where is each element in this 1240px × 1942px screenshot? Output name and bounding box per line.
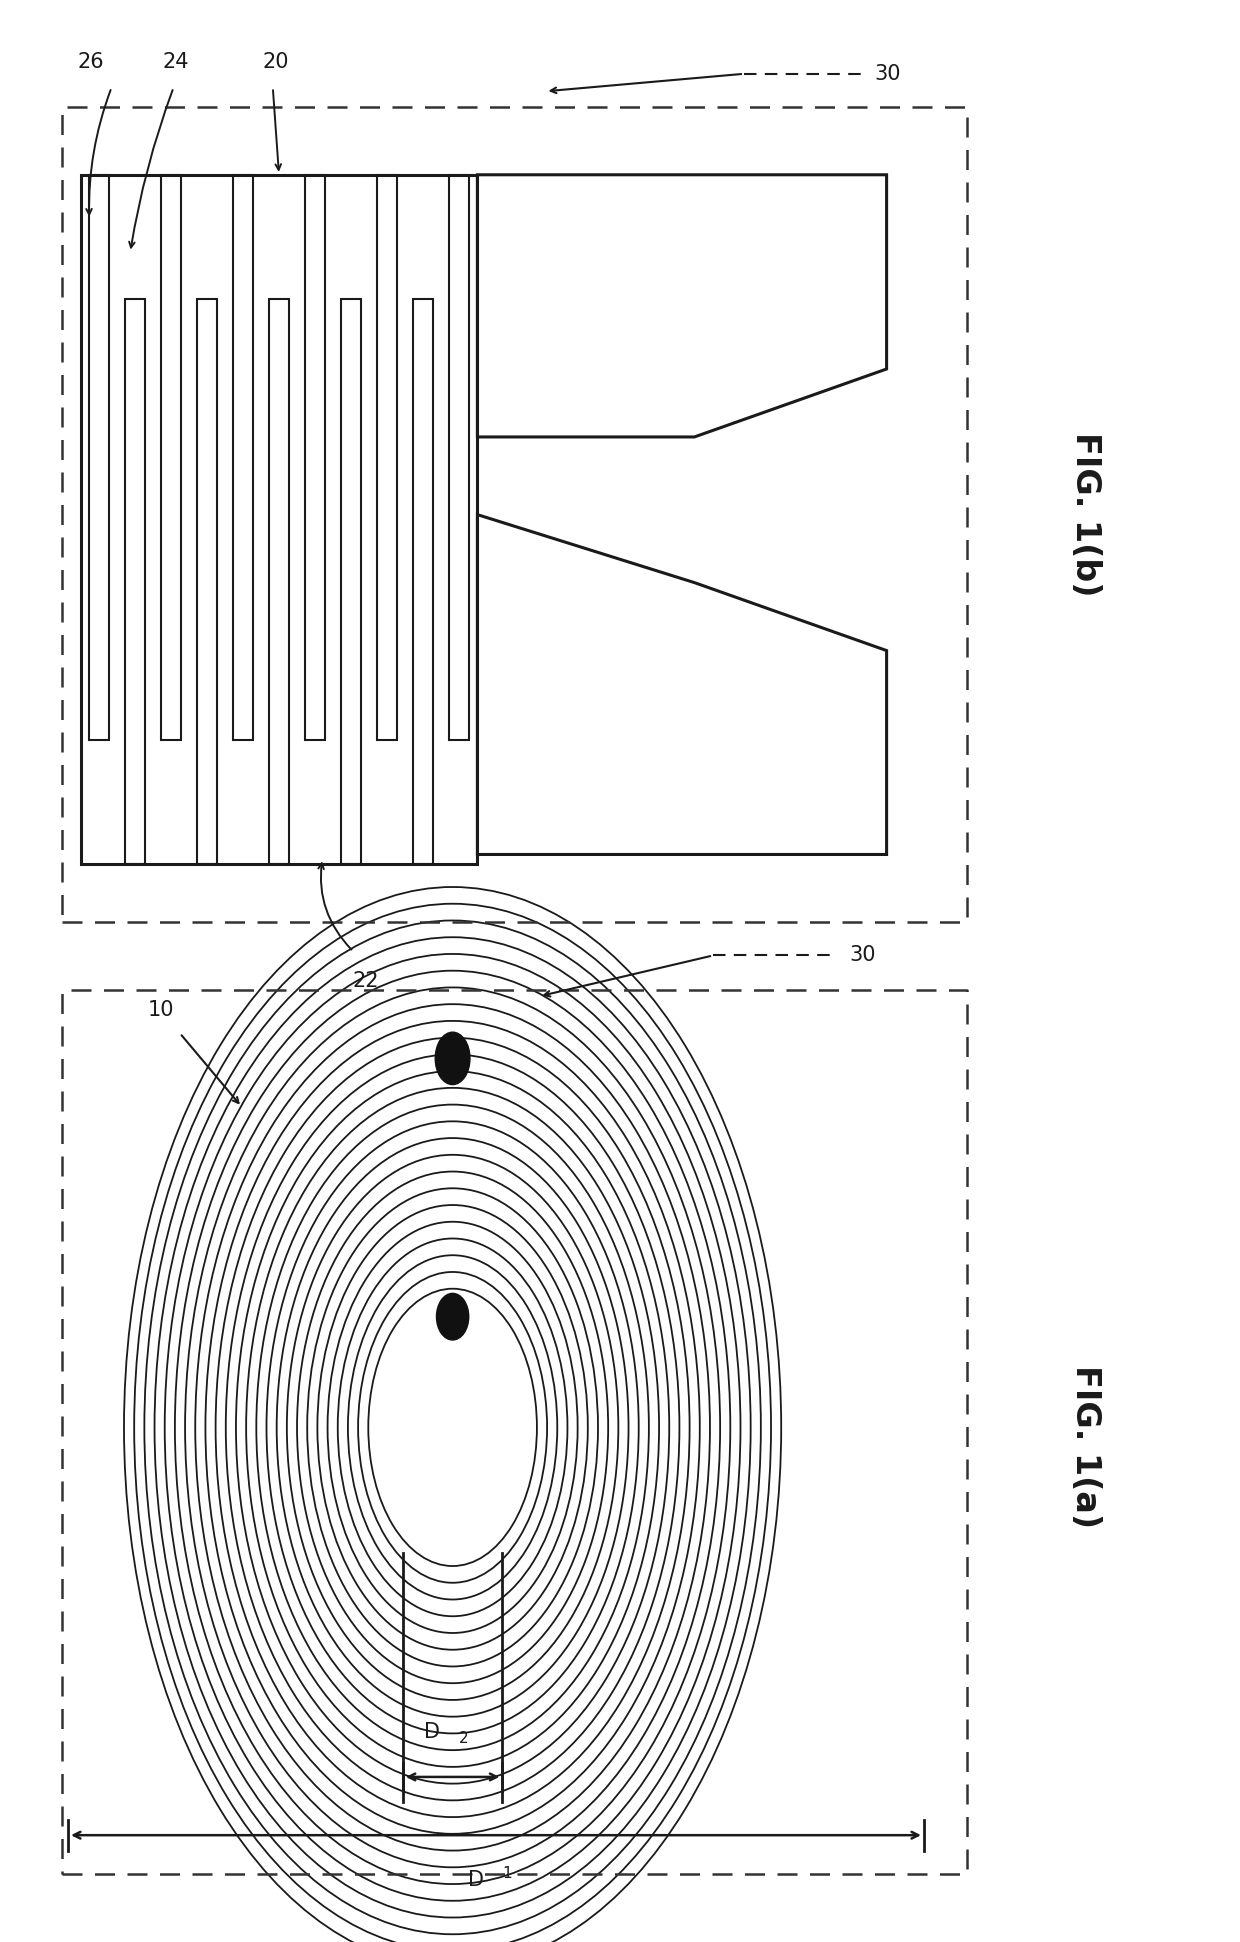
Bar	[377, 175, 397, 740]
Text: 10: 10	[148, 1000, 175, 1020]
Bar	[125, 299, 145, 864]
Text: 30: 30	[849, 946, 875, 965]
Bar	[89, 175, 109, 740]
Text: FIG. 1(a): FIG. 1(a)	[1069, 1365, 1101, 1528]
Text: 1: 1	[502, 1866, 512, 1882]
Bar	[341, 299, 361, 864]
Text: FIG. 1(b): FIG. 1(b)	[1069, 433, 1101, 596]
Text: 30: 30	[874, 64, 900, 84]
Text: 24: 24	[162, 52, 190, 72]
Bar	[305, 175, 325, 740]
Text: 22: 22	[352, 971, 379, 990]
Text: D: D	[467, 1870, 484, 1890]
Bar	[233, 175, 253, 740]
Text: 20: 20	[262, 52, 289, 72]
Bar	[161, 175, 181, 740]
Ellipse shape	[436, 1293, 469, 1340]
Ellipse shape	[435, 1033, 470, 1084]
Bar	[269, 299, 289, 864]
Text: 26: 26	[77, 52, 104, 72]
Bar	[81, 175, 477, 864]
Bar	[413, 299, 433, 864]
Bar	[197, 299, 217, 864]
Text: D: D	[424, 1723, 440, 1742]
Bar	[449, 175, 469, 740]
Text: 2: 2	[459, 1730, 469, 1746]
